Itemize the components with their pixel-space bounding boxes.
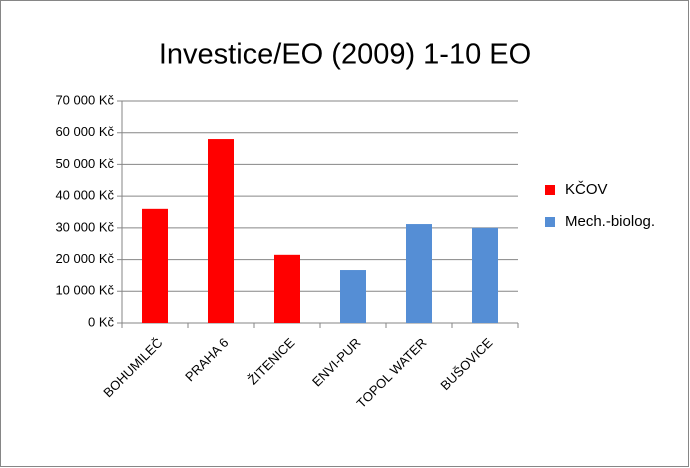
- y-tick-label: 10 000 Kč: [55, 283, 114, 298]
- y-tick-label: 0 Kč: [88, 314, 115, 329]
- legend-label: Mech.-biolog.: [565, 213, 655, 230]
- chart-title: Investice/EO (2009) 1-10 EO: [159, 39, 531, 71]
- bar: [208, 139, 234, 323]
- y-tick-label: 60 000 Kč: [55, 124, 114, 139]
- y-tick-label: 40 000 Kč: [55, 188, 114, 203]
- bar: [274, 254, 300, 323]
- bar: [472, 227, 498, 323]
- legend-swatch: [545, 217, 555, 227]
- y-tick-label: 30 000 Kč: [55, 219, 114, 234]
- y-tick-label: 50 000 Kč: [55, 156, 114, 171]
- bar: [142, 208, 168, 323]
- y-tick-label: 20 000 Kč: [55, 251, 114, 266]
- bar: [406, 224, 432, 323]
- legend-label: KČOV: [565, 181, 608, 198]
- legend-swatch: [545, 185, 555, 195]
- y-tick-label: 70 000 Kč: [55, 92, 114, 107]
- bar: [340, 270, 366, 323]
